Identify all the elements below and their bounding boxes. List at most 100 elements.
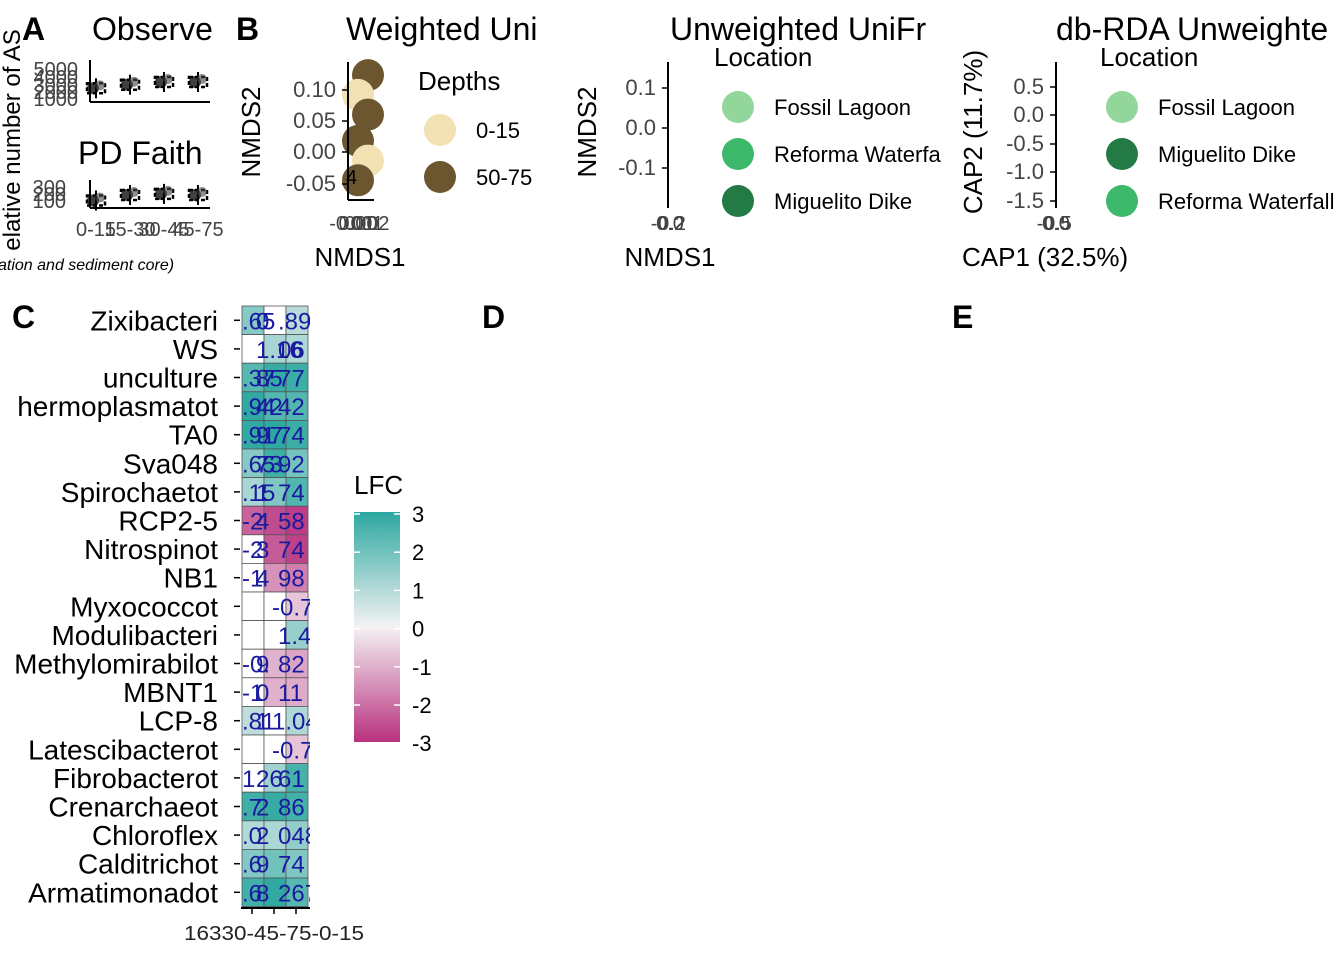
heatmap-cell-label: 86 [278, 795, 305, 822]
unweighted-xtick-0: -0.2 [651, 213, 685, 235]
weighted-ytick-2: 0.00 [293, 139, 336, 164]
unweighted-legend-label-2: Miguelito Dike [774, 189, 912, 214]
heatmap-cell [241, 591, 265, 622]
heatmap-row-label: Fibrobacterot [53, 763, 218, 794]
heatmap-cell-label: 74 [278, 423, 305, 450]
heatmap-cell-label: -0.7 [272, 594, 313, 621]
weighted-xtick-2: 0.01 [345, 213, 384, 235]
weighted-legend-title: Depths [418, 66, 500, 96]
observed-ytick-4: 1000 [34, 89, 79, 111]
observed-ytick-0: 5000 [34, 59, 79, 81]
heatmap-cells: .650.891.1606.378577.944242.919774.65739… [241, 300, 340, 910]
dbrda-ylabel: CAP2 (11.7%) [958, 50, 988, 214]
weighted-ytick-1: 0.05 [293, 108, 336, 133]
unweighted-legend-swatch-2 [722, 185, 754, 217]
unweighted-ytick-2: -0.1 [618, 155, 656, 180]
weighted-xtick-3: 0.02 [351, 213, 390, 235]
heatmap-cell-label: -1 [242, 566, 263, 593]
heatmap-cell-label: .15 [242, 480, 275, 507]
lfc-tick-label: 0 [412, 617, 424, 642]
dbrda-legend-swatch-2 [1106, 185, 1138, 217]
observed-boxes [85, 72, 209, 99]
heatmap-row-label: Calditrichot [78, 849, 218, 880]
observed-point [163, 74, 173, 84]
heatmap-cell-label: -0. [242, 652, 270, 679]
heatmap-cell-label: 06 [278, 337, 305, 364]
heatmap-cell-label: .94 [242, 394, 275, 421]
lfc-tick-label: 2 [412, 540, 424, 565]
heatmap-cell-label: 77 [278, 366, 305, 393]
title-clip [946, 0, 956, 60]
heatmap-row-label: Latescibacterot [28, 734, 218, 765]
panel-label-d: D [482, 299, 505, 335]
heatmap-cell-label: 92 [278, 451, 305, 478]
weighted-xtick-0: -0.01 [329, 213, 375, 235]
heatmap-row-label: LCP-8 [139, 706, 218, 737]
heatmap-cell-label: 74 [278, 480, 305, 507]
unweighted-ylabel: NMDS2 [572, 86, 602, 177]
heatmap-cell-label: 82 [278, 652, 305, 679]
heatmap-row-label: Zixibacteri [90, 305, 218, 336]
dbrda-ytick-3: -1.0 [1006, 159, 1044, 184]
heatmap-row-label: TA0 [169, 420, 218, 451]
heatmap-cell-label: 85 [256, 366, 283, 393]
heatmap-cell-label: .65 [242, 308, 275, 335]
unweighted-legend-swatch-0 [722, 91, 754, 123]
heatmap-cell-label: 11 [278, 680, 303, 707]
pd-point [129, 187, 139, 197]
panel-label-c: C [12, 299, 35, 335]
heatmap-row-label: Chloroflex [92, 820, 218, 851]
heatmap-cell-label: 1 [256, 709, 269, 736]
dbrda-ytick-0: 0.5 [1013, 74, 1044, 99]
pd-point [95, 192, 105, 203]
weighted-legend-label-0: 0-15 [476, 118, 520, 143]
unweighted-legend-label-0: Fossil Lagoon [774, 95, 911, 120]
heatmap-cell-label: .37 [242, 366, 275, 393]
heatmap-cell-label: .81 [242, 709, 275, 736]
heatmap-cell-label: 1. [242, 766, 262, 793]
lfc-legend-title: LFC [354, 470, 403, 500]
panel-b-dbrda: db-RDA Unweighte CAP2 (11.7%) 0.5 0.0 -0… [958, 11, 1334, 272]
heatmap-cell-label: 8 [256, 880, 269, 907]
heatmap-cell-label: 42 [278, 394, 305, 421]
heatmap-cell-label: .6 [242, 852, 262, 879]
unweighted-xlabel: NMDS1 [624, 242, 715, 272]
heatmap-cell-label: 98 [278, 566, 305, 593]
dbrda-legend-label-2: Reforma Waterfall [1158, 189, 1334, 214]
heatmap-row-label: MBNT1 [123, 677, 218, 708]
weighted-annotation: 4 [346, 167, 357, 189]
heatmap-cell-label: 1 [256, 480, 269, 507]
dbrda-legend-label-1: Miguelito Dike [1158, 142, 1296, 167]
heatmap-cell-label: 42 [256, 394, 283, 421]
panel-a-pd-faith: PD Faith 300 200 100 0-15 15-30 30-45 45… [0, 135, 224, 274]
weighted-ytick-0: 0.10 [293, 77, 336, 102]
heatmap-row-label: Myxococcot [70, 591, 218, 622]
heatmap-cell-label: .91 [242, 423, 275, 450]
weighted-legend-swatch-0 [424, 114, 456, 146]
unweighted-xtick-2: 0.2 [658, 213, 686, 235]
heatmap-cell-label: -2 [242, 509, 263, 536]
lfc-colorbar-ticks: 3 2 1 0 -1 -2 -3 [354, 502, 432, 756]
pd-xtick-0: 0-15 [76, 219, 116, 241]
heatmap-row-label: RCP2-5 [118, 506, 218, 537]
pd-ytick-2: 100 [33, 191, 66, 213]
dbrda-legend-title: Location [1100, 42, 1198, 72]
panel-label-e: E [952, 299, 973, 335]
dbrda-xtick-0: -0.5 [1037, 213, 1071, 235]
pd-ytick-1: 200 [33, 184, 66, 206]
dbrda-ytick-1: 0.0 [1013, 102, 1044, 127]
panel-label-a: A [22, 11, 45, 47]
dbrda-legend-label-0: Fossil Lagoon [1158, 95, 1295, 120]
heatmap-cell-label: 97 [256, 423, 283, 450]
pd-xtick-2: 30-45 [138, 219, 189, 241]
heatmap-cell-label: .65 [242, 451, 275, 478]
heatmap-cell-label: .6 [242, 880, 262, 907]
heatmap-cell-label: 58 [278, 509, 305, 536]
panel-label-b: B [236, 11, 259, 47]
heatmap-cell-label: -0.7 [272, 737, 313, 764]
dbrda-legend-swatch-0 [1106, 91, 1138, 123]
unweighted-title: Unweighted UniFr [670, 11, 926, 47]
weighted-legend-swatch-1 [424, 161, 456, 193]
weighted-points [342, 59, 384, 197]
heatmap-cell-label: 26 [256, 766, 283, 793]
